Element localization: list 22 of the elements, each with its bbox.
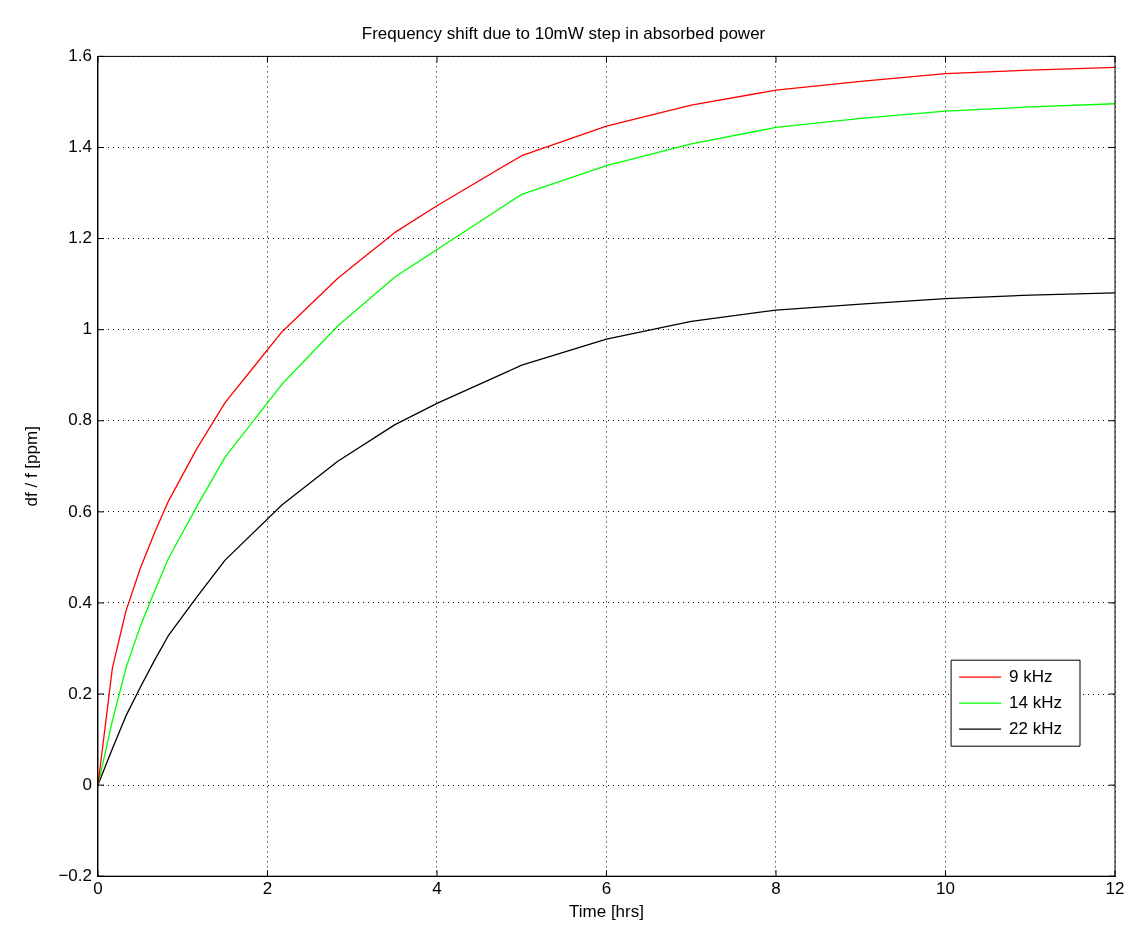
- y-tick-label: 0.6: [68, 501, 92, 521]
- y-tick-label: 0.8: [68, 410, 92, 430]
- y-tick-label: 1.2: [68, 228, 92, 248]
- x-tick-label: 6: [601, 879, 612, 899]
- x-tick-label: 10: [936, 879, 955, 899]
- legend-label: 14 kHz: [1009, 692, 1063, 712]
- y-tick-label: −0.2: [58, 865, 92, 885]
- y-tick-label: 0: [82, 774, 92, 794]
- legend-label: 22 kHz: [1009, 718, 1063, 738]
- y-tick-label: 1.4: [68, 137, 92, 157]
- y-axis-title: df / f [ppm]: [21, 426, 41, 507]
- x-tick-label: 2: [262, 879, 273, 899]
- y-tick-label: 1.6: [68, 46, 92, 66]
- chart-title: Frequency shift due to 10mW step in absorbed power: [361, 23, 766, 43]
- y-tick-label: 0.4: [68, 592, 92, 612]
- x-tick-label: 4: [432, 879, 442, 899]
- x-tick-label: 12: [1105, 879, 1125, 899]
- x-axis-title: Time [hrs]: [569, 902, 644, 922]
- y-tick-label: 1: [82, 319, 92, 339]
- legend-label: 9 kHz: [1009, 666, 1053, 686]
- x-tick-label: 8: [771, 879, 781, 899]
- y-tick-label: 0.2: [68, 683, 92, 703]
